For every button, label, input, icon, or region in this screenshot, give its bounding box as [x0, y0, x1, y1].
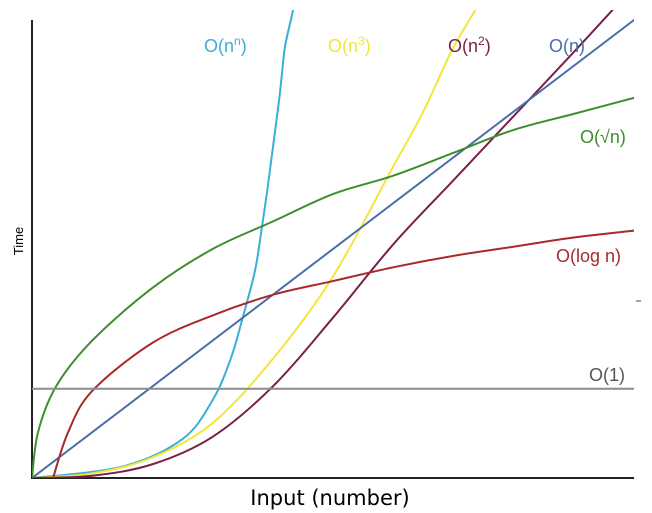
series-label-6: O(1) — [589, 365, 625, 385]
x-axis-title: Input (number) — [250, 486, 409, 510]
series-label-3: O(n) — [549, 36, 585, 56]
series-line-5 — [52, 229, 634, 478]
y-axis-title: Time — [11, 227, 26, 255]
series-label-2: O(n2) — [448, 34, 491, 56]
series-line-0 — [32, 10, 295, 478]
series-label-1: O(n3) — [328, 34, 371, 56]
series-line-1 — [32, 10, 477, 478]
plot-area: O(nn) O(n3) O(n2) O(n) O(√n) O(log n) O(1) — [31, 10, 641, 479]
label-layer: O(nn) O(n3) O(n2) O(n) O(√n) O(log n) O(1) — [204, 34, 626, 385]
series-line-4 — [32, 96, 634, 478]
series-line-3 — [32, 19, 634, 478]
series-label-0: O(nn) — [204, 34, 247, 56]
series-label-5: O(log n) — [556, 246, 621, 266]
series-label-4: O(√n) — [580, 127, 626, 147]
series-layer — [32, 10, 634, 478]
